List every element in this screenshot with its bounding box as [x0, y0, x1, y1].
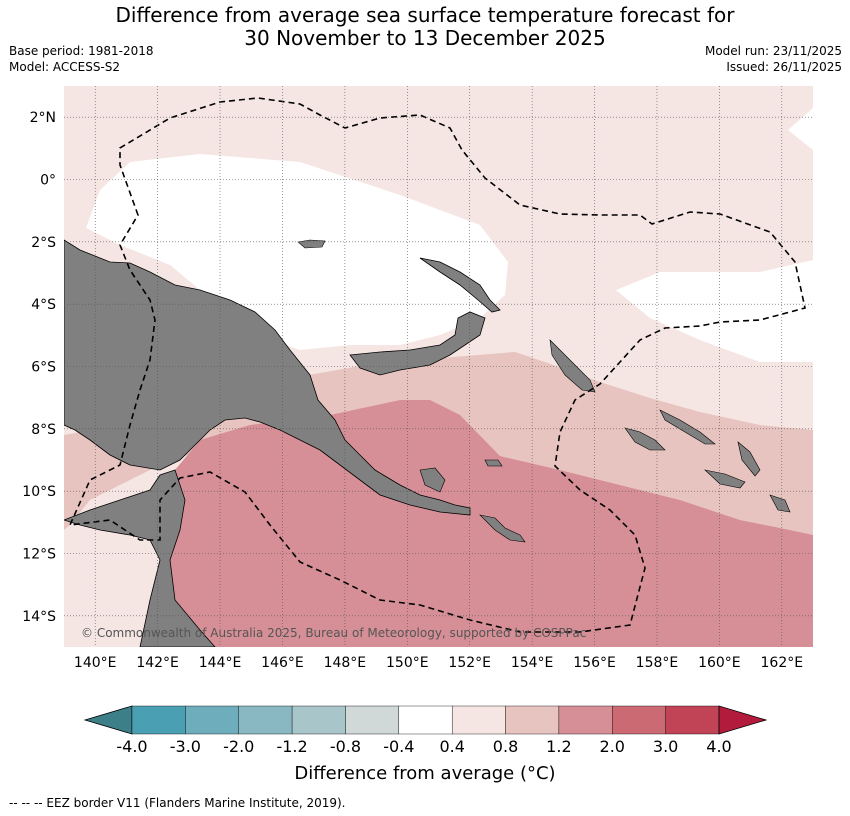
colorbar-swatch	[398, 705, 453, 735]
colorbar-swatch	[345, 705, 400, 735]
map-area: © Commonwealth of Australia 2025, Bureau…	[64, 86, 813, 647]
land-woodlark	[484, 459, 503, 467]
eez-border	[68, 97, 806, 633]
meta-right: Model run: 23/11/2025 Issued: 26/11/2025	[705, 43, 842, 75]
colorbar-tick-label: -0.8	[329, 737, 362, 756]
lon-tick-label: 160°E	[698, 655, 741, 671]
colorbar-tick-label: -2.0	[223, 737, 255, 756]
lon-tick-label: 162°E	[761, 655, 804, 671]
sst-band-strong	[160, 400, 813, 647]
lat-tick-label: 2°S	[31, 235, 56, 251]
chart-title: Difference from average sea surface temp…	[0, 4, 850, 50]
colorbar-title: Difference from average (°C)	[294, 763, 556, 784]
sst-neutral-corner	[788, 108, 813, 150]
land-louisiade	[479, 514, 526, 543]
lon-tick-label: 144°E	[199, 655, 242, 671]
colorbar-tick-label: 0.4	[439, 737, 465, 756]
title-line-2: 30 November to 13 December 2025	[244, 26, 606, 50]
colorbar-swatch	[665, 705, 720, 735]
land-new-ireland	[419, 257, 501, 313]
lon-tick-label: 158°E	[636, 655, 679, 671]
colorbar-high-arrow	[718, 705, 768, 735]
land-solomons-3	[704, 469, 746, 489]
copyright-text: © Commonwealth of Australia 2025, Bureau…	[81, 626, 586, 640]
lon-tick-label: 152°E	[448, 655, 491, 671]
lat-tick-label: 10°S	[22, 484, 56, 500]
issued-date: Issued: 26/11/2025	[726, 60, 842, 74]
base-period: Base period: 1981-2018	[9, 44, 154, 58]
land-solomons-1	[659, 409, 716, 445]
lat-tick-label: 2°N	[30, 110, 56, 126]
colorbar-tick-label: 4.0	[706, 737, 732, 756]
colorbar-swatch	[612, 705, 666, 735]
lat-tick-label: 12°S	[22, 547, 56, 563]
lat-tick-label: 14°S	[22, 609, 56, 625]
colorbar-tick-label: -0.4	[383, 737, 415, 756]
sst-neutral-north	[86, 154, 508, 350]
colorbar-swatch	[238, 705, 293, 735]
colorbar-tick-label: -4.0	[116, 737, 148, 756]
colorbar-swatch	[131, 705, 186, 735]
lon-tick-label: 148°E	[324, 655, 367, 671]
lat-tick-label: 6°S	[31, 360, 56, 376]
lon-tick-label: 140°E	[74, 655, 117, 671]
colorbar-tick-label: 2.0	[599, 737, 625, 756]
land-solomons-2	[624, 427, 666, 451]
colorbar-tick-label: -3.0	[169, 737, 201, 756]
lon-tick-label: 154°E	[511, 655, 554, 671]
land-solomons-5	[769, 494, 791, 513]
lon-tick-label: 150°E	[386, 655, 429, 671]
lat-tick-label: 4°S	[31, 297, 56, 313]
land-new-guinea	[64, 239, 471, 516]
colorbar-swatch	[185, 705, 239, 735]
colorbar-swatch	[505, 705, 560, 735]
lon-tick-label: 146°E	[261, 655, 304, 671]
meta-left: Base period: 1981-2018 Model: ACCESS-S2	[9, 43, 154, 75]
longitude-labels: 140°E 142°E 144°E 146°E 148°E 150°E 152°E 154°E…	[74, 655, 803, 671]
colorbar-swatch	[558, 705, 613, 735]
model-name: Model: ACCESS-S2	[9, 60, 121, 74]
model-run: Model run: 23/11/2025	[704, 44, 842, 58]
colorbar-low-arrow	[83, 705, 133, 735]
colorbar-tick-label: -1.2	[276, 737, 308, 756]
colorbar-swatch	[291, 705, 346, 735]
latitude-labels: 2°N 0° 2°S 4°S 6°S 8°S 10°S 12°S 14°S	[22, 110, 56, 625]
colorbar-tick-label: 1.2	[546, 737, 572, 756]
lat-tick-label: 8°S	[31, 422, 56, 438]
colorbar	[83, 705, 768, 735]
colorbar-tick-label: 0.8	[492, 737, 519, 756]
land-bougainville	[549, 339, 596, 393]
title-line-1: Difference from average sea surface temp…	[115, 3, 735, 27]
grid-lines	[64, 86, 813, 647]
land-dentrecasteaux	[419, 467, 446, 493]
land-new-britain	[349, 311, 486, 376]
colorbar-swatch	[451, 705, 506, 735]
lon-tick-label: 156°E	[573, 655, 616, 671]
lon-tick-label: 142°E	[136, 655, 179, 671]
colorbar-tick-label: 3.0	[652, 737, 679, 756]
eez-legend: -- -- -- EEZ border V11 (Flanders Marine…	[9, 796, 346, 810]
land-solomons-4	[737, 441, 761, 477]
sst-neutral-east	[616, 260, 813, 362]
lat-tick-label: 0°	[40, 173, 56, 189]
